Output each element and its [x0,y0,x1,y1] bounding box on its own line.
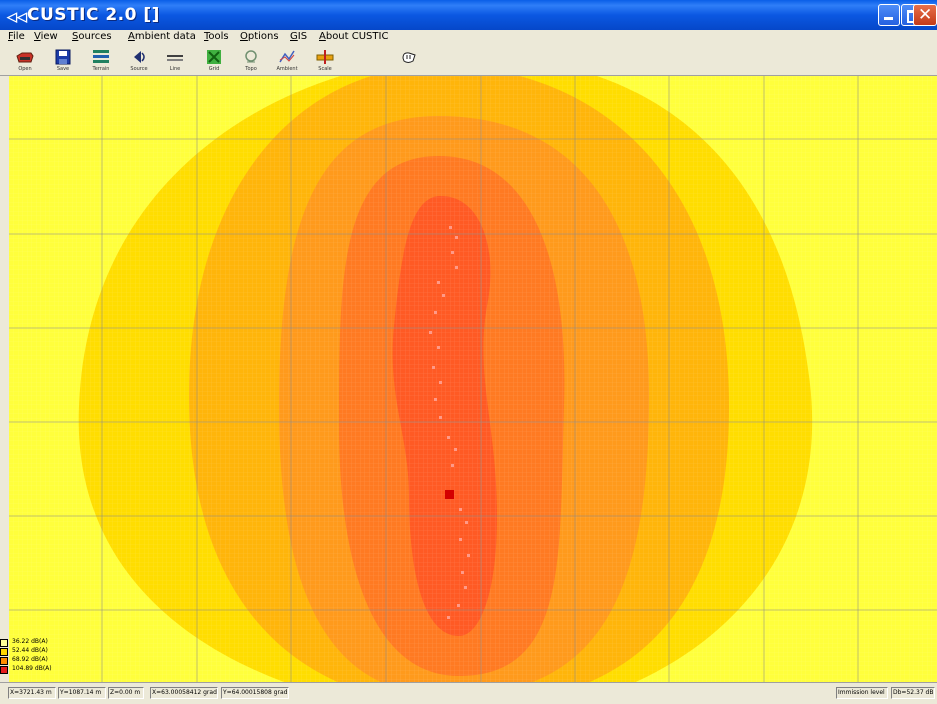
source-label: Source [130,66,148,72]
scale-label: Scale [318,66,332,72]
status-y-coordinate: Y=1087.14 m [58,687,106,699]
legend-swatch [0,666,8,674]
status-latitude: Y=64.00015808 grad [221,687,289,699]
terrain-icon [93,50,109,63]
source-button[interactable]: Source [126,47,152,74]
save-label: Save [56,66,70,72]
menu-ambient-data[interactable]: Ambient data [128,31,196,42]
noise-map-canvas[interactable] [9,76,937,682]
custic-app-icon[interactable]: ◁◁ [7,9,27,24]
topo-button[interactable]: Topo [238,47,264,74]
status-longitude: X=63.00058412 grad [150,687,218,699]
save-disk-icon [55,49,71,65]
legend-item: 68.92 dB(A) [0,656,120,666]
menu-tools[interactable]: Tools [204,31,229,42]
legend-swatch [0,648,8,656]
raster-cell-grid [9,76,937,682]
menu-file[interactable]: File [8,31,25,42]
topo-label: Topo [245,66,257,72]
legend-swatch [0,639,8,647]
menu-view[interactable]: View [34,31,58,42]
topo-icon [245,50,257,63]
ambient-icon [279,50,295,63]
close-icon: ✕ [918,5,933,25]
legend-label: 36.22 dB(A) [12,638,48,645]
legend-item: 104.89 dB(A) [0,665,120,675]
ambient-label: Ambient [276,66,298,72]
minimize-button[interactable] [878,4,900,26]
menu-options[interactable]: Options [240,31,279,42]
map-grid-lines [9,76,937,682]
legend-item: 36.22 dB(A) [0,638,120,648]
status-mode: Immission level [836,687,888,699]
open-label: Open [18,66,32,72]
legend-swatch [0,657,8,665]
scale-icon [316,50,334,64]
left-panel-edge [0,76,9,682]
open-folder-icon [16,52,34,63]
legend-item: 52.44 dB(A) [0,647,120,657]
grid-button[interactable]: Grid [201,47,227,74]
status-x-coordinate: X=3721.43 m [8,687,56,699]
menu-sources[interactable]: Sources [72,31,112,42]
title-bar[interactable]: ◁◁ CUSTIC 2.0 [] ✕ [0,0,937,30]
grid-label: Grid [208,66,220,72]
line-source-icon [167,55,183,61]
line-label: Line [169,66,181,72]
status-z-coordinate: Z=0.00 m [108,687,144,699]
scale-button[interactable]: Scale [312,47,338,74]
noise-legend: 36.22 dB(A) 52.44 dB(A) 68.92 dB(A) 104.… [0,638,120,682]
menu-about-custic[interactable]: About CUSTIC [319,31,389,42]
status-bar: X=3721.43 m Y=1087.14 m Z=0.00 m X=63.00… [0,682,937,704]
window-title: CUSTIC 2.0 [] [27,5,160,25]
pointer-button[interactable] [396,47,422,74]
terrain-label: Terrain [92,66,110,72]
terrain-button[interactable]: Terrain [88,47,114,74]
legend-label: 68.92 dB(A) [12,656,48,663]
menu-gis[interactable]: GIS [290,31,308,42]
open-button[interactable]: Open [12,47,38,74]
source-icon [134,51,145,63]
pointer-hand-icon [402,52,416,63]
close-button[interactable]: ✕ [913,4,937,26]
menu-bar: File View Sources Ambient data Tools Opt… [0,30,937,45]
road-receptor-markers [429,226,470,619]
save-button[interactable]: Save [50,47,76,74]
ambient-button[interactable]: Ambient [274,47,300,74]
noise-source-marker [445,490,454,499]
grid-icon [207,50,221,64]
legend-label: 104.89 dB(A) [12,665,52,672]
line-button[interactable]: Line [162,47,188,74]
status-level-value: Db=52.37 dB(A) [891,687,935,699]
toolbar: Open Save Terrain Source [0,45,937,76]
legend-label: 52.44 dB(A) [12,647,48,654]
noise-contour-map [9,76,937,682]
